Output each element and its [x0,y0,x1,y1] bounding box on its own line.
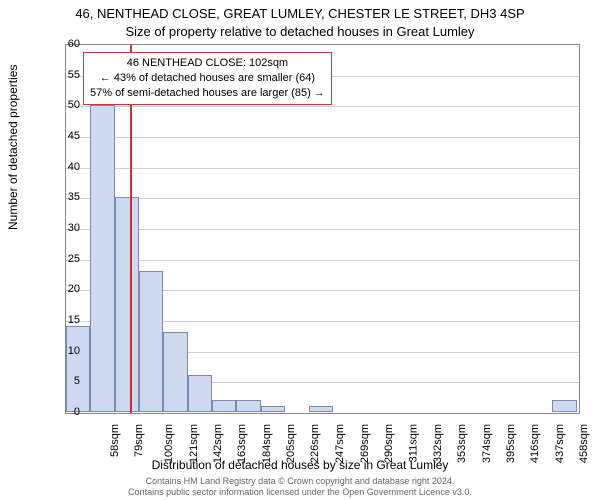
x-tick-label: 395sqm [505,424,517,463]
x-tick-label: 142sqm [212,424,224,463]
x-tick-label: 437sqm [554,424,566,463]
y-tick-label: 10 [50,345,80,357]
annotation-line: 46 NENTHEAD CLOSE: 102sqm [90,56,325,71]
histogram-bar [212,400,236,412]
histogram-bar [309,406,333,412]
x-tick-label: 416sqm [529,424,541,463]
x-tick-label: 353sqm [456,424,468,463]
x-tick-label: 121sqm [188,424,200,463]
histogram-bar [139,271,163,412]
histogram-bar [115,197,139,412]
y-tick-label: 30 [50,222,80,234]
x-tick-label: 247sqm [334,424,346,463]
annotation-line: 57% of semi-detached houses are larger (… [90,86,325,101]
y-tick-label: 20 [50,283,80,295]
x-tick-label: 226sqm [309,424,321,463]
y-tick-label: 5 [50,375,80,387]
title-sub: Size of property relative to detached ho… [0,24,600,39]
y-tick-label: 25 [50,253,80,265]
gridline [66,229,579,230]
gridline [66,198,579,199]
gridline [66,137,579,138]
histogram-bar [236,400,260,412]
x-tick-label: 100sqm [164,424,176,463]
histogram-bar [188,375,212,412]
gridline [66,168,579,169]
histogram-bar [261,406,285,412]
y-tick-label: 0 [50,406,80,418]
histogram-bar [163,332,187,412]
annotation-line: ← 43% of detached houses are smaller (64… [90,71,325,86]
y-tick-label: 35 [50,191,80,203]
x-tick-label: 205sqm [285,424,297,463]
x-tick-label: 163sqm [236,424,248,463]
x-tick-label: 269sqm [359,424,371,463]
footer-attribution: Contains HM Land Registry data © Crown c… [0,476,600,498]
y-tick-label: 45 [50,130,80,142]
y-tick-label: 60 [50,38,80,50]
x-tick-label: 311sqm [407,424,419,462]
x-tick-label: 458sqm [578,424,590,463]
x-tick-label: 58sqm [109,424,121,457]
footer-line2: Contains public sector information licen… [0,487,600,498]
y-tick-label: 50 [50,99,80,111]
x-tick-label: 79sqm [133,424,145,457]
x-tick-label: 184sqm [261,424,273,463]
y-tick-label: 55 [50,69,80,81]
annotation-box: 46 NENTHEAD CLOSE: 102sqm← 43% of detach… [83,52,332,105]
gridline [66,260,579,261]
x-tick-label: 332sqm [432,424,444,463]
y-tick-label: 15 [50,314,80,326]
x-tick-label: 290sqm [384,424,396,463]
footer-line1: Contains HM Land Registry data © Crown c… [0,476,600,487]
histogram-bar [552,400,576,412]
x-tick-label: 374sqm [481,424,493,463]
y-tick-label: 40 [50,161,80,173]
title-main: 46, NENTHEAD CLOSE, GREAT LUMLEY, CHESTE… [0,6,600,21]
gridline [66,106,579,107]
histogram-bar [90,105,114,412]
histogram-bar [66,326,90,412]
y-axis-label: Number of detached properties [6,65,20,230]
